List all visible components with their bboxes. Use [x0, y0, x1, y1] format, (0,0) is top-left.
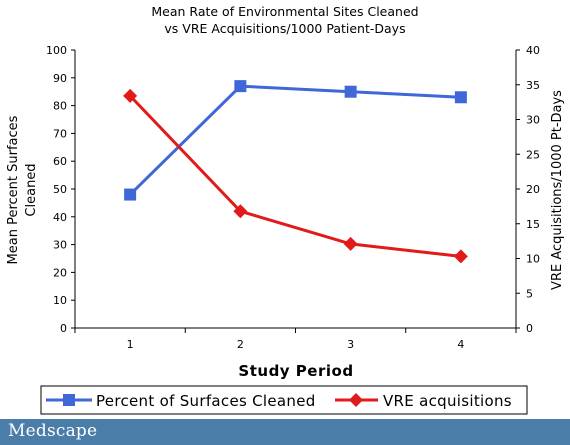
- chart-title-line-1: Mean Rate of Environmental Sites Cleaned: [151, 4, 418, 19]
- x-axis-title: Study Period: [238, 362, 353, 380]
- chart-titles: Mean Rate of Environmental Sites Cleaned…: [151, 4, 418, 36]
- right-y-axis-ticks: 0 5 10 15 20 25 30 35 40: [516, 44, 540, 335]
- legend-series-1-marker: [63, 394, 75, 406]
- legend-item-series-2: VRE acquisitions: [335, 392, 512, 410]
- left-y-axis-title-line-1: Mean Percent Surfaces: [6, 115, 21, 264]
- series-1-point: [454, 91, 467, 104]
- series-1-point: [344, 85, 357, 98]
- left-y-axis-ticks: 0 10 20 30 40 50 60 70 80 90 100: [46, 44, 75, 335]
- right-tick-label: 30: [526, 114, 540, 127]
- series-1-line: [129, 84, 461, 196]
- left-tick-label: 90: [53, 72, 67, 85]
- series-2-point: [233, 204, 248, 219]
- series-2-point: [123, 88, 138, 103]
- series-1-point: [234, 80, 247, 93]
- legend-item-series-1: Percent of Surfaces Cleaned: [46, 392, 316, 410]
- left-tick-label: 50: [53, 183, 67, 196]
- x-tick-label: 3: [347, 338, 354, 351]
- left-tick-label: 100: [46, 44, 67, 57]
- right-y-axis-title: VRE Acquisitions/1000 Pt-Days: [550, 90, 565, 290]
- right-tick-label: 0: [526, 322, 533, 335]
- legend-series-2-label: VRE acquisitions: [383, 392, 512, 410]
- right-tick-label: 40: [526, 44, 540, 57]
- x-axis-ticks: 1 2 3 4: [74, 328, 517, 351]
- legend-series-1-label: Percent of Surfaces Cleaned: [96, 392, 316, 410]
- legend-series-2-marker: [349, 393, 363, 407]
- x-tick-label: 4: [457, 338, 464, 351]
- right-tick-label: 25: [526, 148, 540, 161]
- left-tick-label: 10: [53, 294, 67, 307]
- right-tick-label: 5: [526, 287, 533, 300]
- right-tick-label: 20: [526, 183, 540, 196]
- left-tick-label: 80: [53, 100, 67, 113]
- legend: Percent of Surfaces Cleaned VRE acquisit…: [40, 385, 528, 415]
- footer-bar: Medscape: [0, 419, 570, 445]
- right-tick-label: 10: [526, 253, 540, 266]
- plot-area: [74, 50, 517, 329]
- chart: Mean Rate of Environmental Sites Cleaned…: [6, 4, 565, 415]
- x-tick-label: 2: [237, 338, 244, 351]
- left-tick-label: 40: [53, 211, 67, 224]
- medscape-logo: Medscape: [8, 421, 98, 441]
- series-2-line: [129, 94, 462, 258]
- left-tick-label: 0: [60, 322, 67, 335]
- series-1-point: [124, 188, 137, 201]
- chart-title-line-2: vs VRE Acquisitions/1000 Patient-Days: [164, 21, 405, 36]
- left-tick-label: 60: [53, 155, 67, 168]
- x-tick-label: 1: [127, 338, 134, 351]
- left-tick-label: 20: [53, 266, 67, 279]
- left-tick-label: 30: [53, 239, 67, 252]
- legend-box: [40, 385, 528, 415]
- left-y-axis-title-line-2: Cleaned: [24, 163, 39, 216]
- axis-titles: Mean Percent Surfaces Cleaned VRE Acquis…: [6, 90, 565, 380]
- series-layer: [123, 80, 468, 264]
- series-2-point: [343, 236, 358, 251]
- series-2-point: [453, 249, 468, 264]
- right-tick-label: 35: [526, 79, 540, 92]
- right-tick-label: 15: [526, 218, 540, 231]
- left-tick-label: 70: [53, 127, 67, 140]
